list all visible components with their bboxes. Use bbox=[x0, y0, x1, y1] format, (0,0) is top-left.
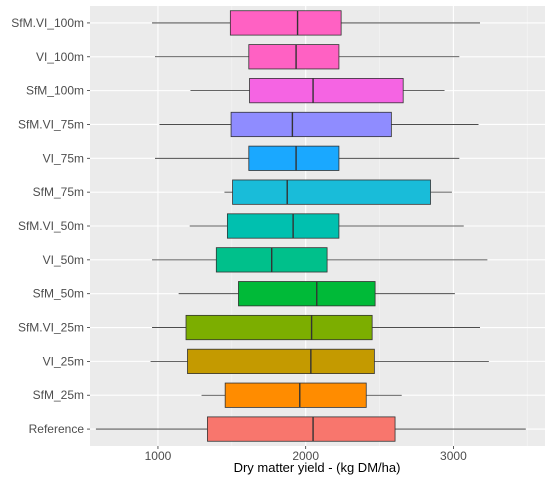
box-body bbox=[238, 281, 376, 307]
y-tick-label: SfM_25m bbox=[33, 388, 84, 402]
y-tick-label: VI_75m bbox=[43, 151, 84, 165]
x-tick-label: 1000 bbox=[145, 449, 172, 463]
box-sfm-75m bbox=[224, 179, 452, 205]
box-body bbox=[232, 179, 431, 205]
x-axis-tick-labels: 1000 2000 3000 bbox=[145, 446, 467, 463]
y-tick-label: SfM_50m bbox=[33, 287, 84, 301]
y-tick-label: VI_25m bbox=[43, 354, 84, 368]
box-sfm-vi-50m bbox=[189, 213, 464, 239]
y-tick-label: VI_50m bbox=[43, 253, 84, 267]
box-vi-100m bbox=[155, 44, 460, 70]
box-body bbox=[226, 213, 340, 239]
y-tick-label: VI_100m bbox=[36, 50, 84, 64]
y-tick-label: SfM_100m bbox=[26, 84, 84, 98]
box-body bbox=[224, 382, 367, 408]
box-body bbox=[187, 348, 375, 374]
box-body bbox=[230, 111, 392, 138]
y-axis-tick-labels: SfM.VI_100m VI_100m SfM_100m SfM.VI_75m VI_7… bbox=[11, 16, 90, 436]
y-tick-label: SfM.VI_25m bbox=[18, 321, 84, 335]
box-reference bbox=[95, 416, 526, 442]
box-sfm-50m bbox=[178, 281, 455, 307]
y-tick-label: SfM.VI_100m bbox=[11, 16, 84, 30]
y-tick-label: SfM.VI_75m bbox=[18, 117, 84, 131]
box-body bbox=[207, 416, 396, 442]
box-vi-50m bbox=[152, 247, 488, 273]
x-axis-title: Dry matter yield - (kg DM/ha) bbox=[234, 460, 401, 475]
box-sfm-vi-100m bbox=[152, 10, 480, 36]
box-sfm-25m bbox=[201, 382, 402, 408]
box-sfm-vi-75m bbox=[159, 111, 479, 138]
box-body bbox=[185, 314, 373, 341]
box-body bbox=[248, 145, 340, 171]
box-sfm-100m bbox=[190, 78, 445, 104]
box-series bbox=[95, 10, 526, 442]
box-sfm-vi-25m bbox=[152, 314, 480, 341]
box-vi-25m bbox=[150, 348, 489, 374]
y-tick-label: SfM_75m bbox=[33, 185, 84, 199]
box-vi-75m bbox=[155, 145, 460, 171]
x-tick-label: 2000 bbox=[292, 449, 319, 463]
box-body bbox=[229, 10, 342, 36]
y-tick-label: SfM.VI_50m bbox=[18, 219, 84, 233]
x-tick-label: 3000 bbox=[440, 449, 467, 463]
box-body bbox=[248, 44, 340, 70]
y-tick-label: Reference bbox=[29, 422, 85, 436]
box-body bbox=[249, 78, 404, 104]
